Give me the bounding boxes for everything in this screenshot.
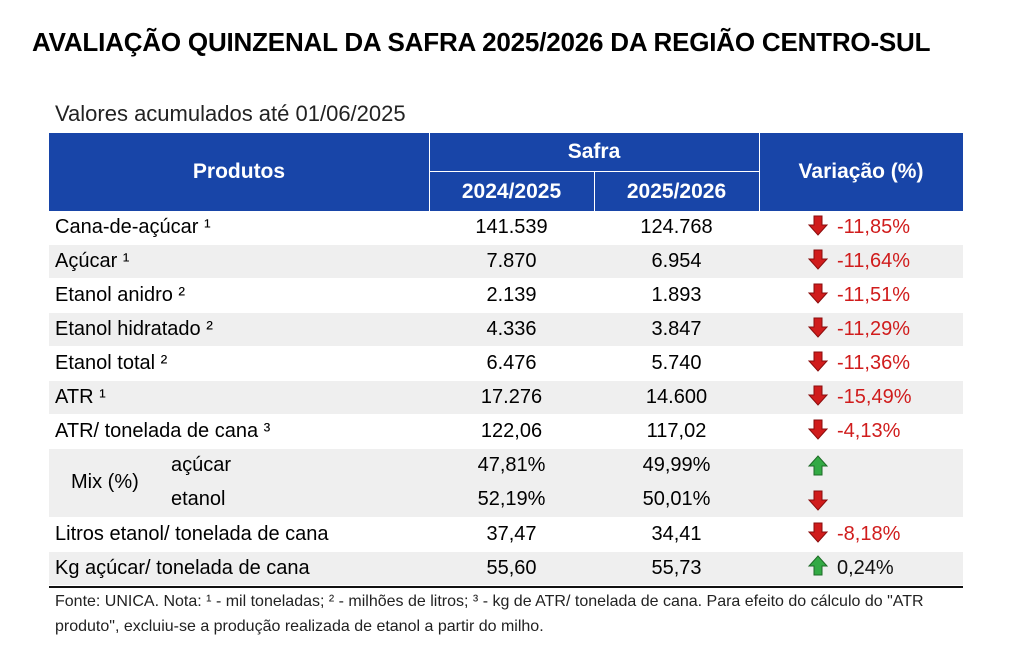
table-row: ATR/ tonelada de cana ³ 122,06 117,02 -4,13…	[49, 415, 963, 449]
mix-etanol-curr: 50,01%	[642, 488, 711, 510]
row-label: Etanol hidratado ²	[55, 318, 213, 340]
row-label: ATR/ tonelada de cana ³	[55, 420, 271, 442]
row-variation: -11,36%	[807, 347, 957, 380]
header-divider	[429, 133, 430, 211]
row-variation: -11,29%	[807, 313, 957, 346]
row-variation: -11,85%	[807, 211, 957, 244]
row-variation: -11,51%	[807, 279, 957, 312]
down-arrow-icon	[807, 521, 829, 549]
table-row: Litros etanol/ tonelada de cana 37,47 34,4…	[49, 518, 963, 552]
down-arrow-icon	[807, 418, 829, 446]
table-row: ATR ¹ 17.276 14.600 -15,49%	[49, 381, 963, 415]
row-value-prev: 6.476	[486, 352, 537, 374]
header-produtos: Produtos	[192, 160, 286, 183]
header-divider	[594, 172, 595, 211]
variation-value: -11,51%	[837, 284, 911, 306]
mix-row: Mix (%) açúcar 47,81% 49,99% etanol 52,1…	[49, 449, 963, 518]
variation-value: -11,85%	[837, 216, 911, 238]
table-bottom-rule	[49, 586, 963, 588]
down-arrow-icon	[807, 350, 829, 378]
mix-acucar-prev: 47,81%	[477, 454, 546, 476]
variation-value: -11,64%	[837, 250, 911, 272]
variation-value: -11,29%	[837, 318, 911, 340]
row-label: Cana-de-açúcar ¹	[55, 216, 211, 238]
header-variacao: Variação (%)	[798, 160, 924, 183]
mix-etanol-prev: 52,19%	[477, 488, 546, 510]
header-col-curr: 2025/2026	[626, 179, 727, 203]
table-row: Etanol total ² 6.476 5.740 -11,36%	[49, 347, 963, 381]
row-label: Kg açúcar/ tonelada de cana	[55, 557, 310, 579]
mix-acucar-curr: 49,99%	[642, 454, 711, 476]
variation-value: 0,24%	[837, 557, 894, 579]
row-value-prev: 2.139	[486, 284, 537, 306]
down-arrow-icon	[807, 384, 829, 412]
header-divider	[759, 133, 760, 211]
mix-etanol-label: etanol	[171, 488, 226, 510]
row-value-prev: 37,47	[486, 523, 537, 545]
row-label: ATR ¹	[55, 386, 106, 408]
up-arrow-icon	[807, 554, 829, 583]
table-row: Açúcar ¹ 7.870 6.954 -11,64%	[49, 245, 963, 279]
row-variation: 0,24%	[807, 552, 957, 585]
table-header: Produtos Safra 2024/2025 2025/2026 Varia…	[49, 133, 963, 211]
variation-value: -8,18%	[837, 523, 901, 545]
down-arrow-icon	[807, 214, 829, 242]
table-row: Etanol hidratado ² 4.336 3.847 -11,29%	[49, 313, 963, 347]
row-value-curr: 34,41	[651, 523, 702, 545]
row-variation: -15,49%	[807, 381, 957, 414]
row-value-curr: 55,73	[651, 557, 702, 579]
row-value-prev: 17.276	[480, 386, 543, 408]
header-divider	[429, 171, 759, 172]
row-value-prev: 55,60	[486, 557, 537, 579]
footnote: Fonte: UNICA. Nota: ¹ - mil toneladas; ²…	[55, 593, 924, 635]
row-value-curr: 124.768	[640, 216, 713, 238]
down-arrow-icon	[807, 483, 829, 516]
safra-table: Produtos Safra 2024/2025 2025/2026 Varia…	[49, 133, 963, 588]
up-arrow-icon	[807, 449, 829, 482]
header-col-prev: 2024/2025	[461, 179, 562, 203]
down-arrow-icon	[807, 248, 829, 276]
table-row: Etanol anidro ² 2.139 1.893 -11,51%	[49, 279, 963, 313]
down-arrow-icon	[807, 282, 829, 310]
row-value-curr: 1.893	[651, 284, 702, 306]
row-value-curr: 5.740	[651, 352, 702, 374]
variation-value: -15,49%	[837, 386, 912, 408]
row-variation: -4,13%	[807, 415, 957, 448]
mix-acucar-label: açúcar	[171, 454, 232, 476]
row-value-prev: 141.539	[475, 216, 548, 238]
header-safra: Safra	[567, 140, 621, 163]
row-label: Açúcar ¹	[55, 250, 130, 272]
row-value-prev: 122,06	[480, 420, 543, 442]
page-title: AVALIAÇÃO QUINZENAL DA SAFRA 2025/2026 D…	[32, 27, 931, 57]
row-value-prev: 7.870	[486, 250, 537, 272]
row-label: Etanol anidro ²	[55, 284, 186, 306]
mix-label: Mix (%)	[71, 471, 139, 493]
row-label: Etanol total ²	[55, 352, 168, 374]
row-value-curr: 3.847	[651, 318, 702, 340]
variation-value: -4,13%	[837, 420, 901, 442]
row-value-curr: 117,02	[646, 420, 707, 442]
row-value-curr: 6.954	[651, 250, 702, 272]
row-value-curr: 14.600	[645, 386, 708, 408]
table-row: Kg açúcar/ tonelada de cana 55,60 55,73 0,2…	[49, 552, 963, 586]
row-variation: -11,64%	[807, 245, 957, 278]
subtitle: Valores acumulados até 01/06/2025	[55, 101, 406, 126]
row-value-prev: 4.336	[486, 318, 537, 340]
row-variation: -8,18%	[807, 518, 957, 551]
row-label: Litros etanol/ tonelada de cana	[55, 523, 329, 545]
table-row: Cana-de-açúcar ¹ 141.539 124.768 -11,85%	[49, 211, 963, 245]
down-arrow-icon	[807, 316, 829, 344]
variation-value: -11,36%	[837, 352, 911, 374]
